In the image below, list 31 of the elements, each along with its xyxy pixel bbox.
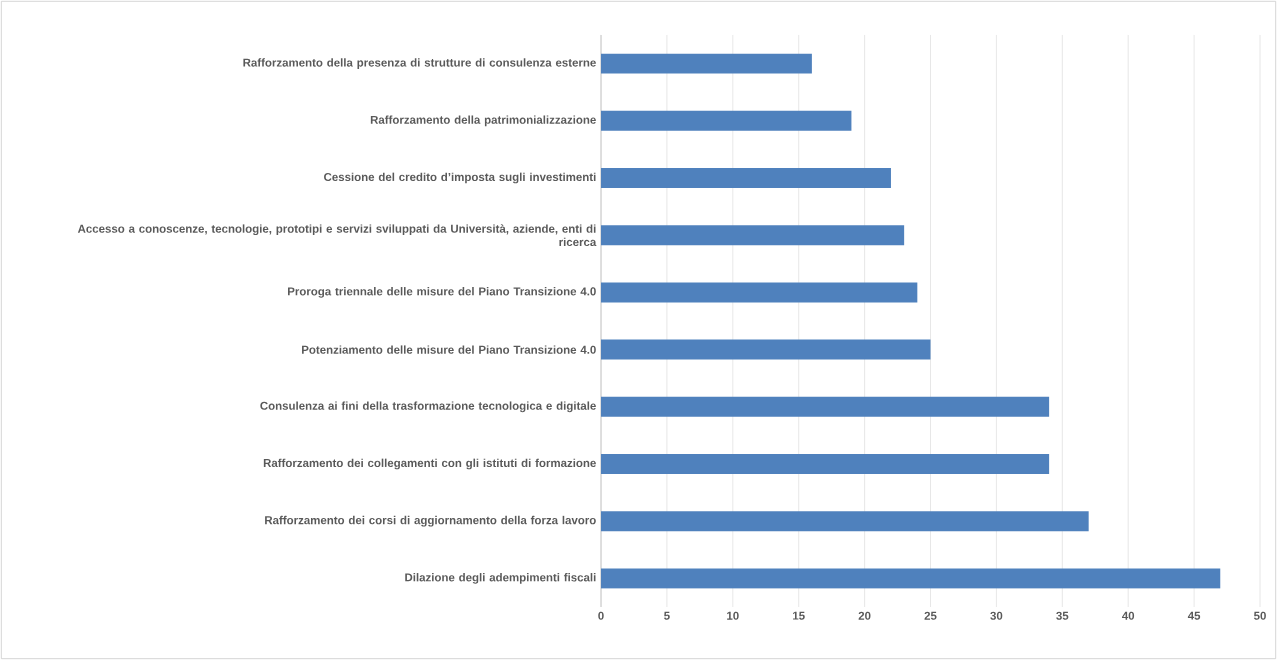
x-tick-label: 45 (1187, 611, 1201, 620)
y-tick-label: Cessione del credito d’imposta sugli investimenti (324, 172, 596, 184)
bar (601, 53, 812, 74)
x-tick-label: 50 (1253, 611, 1266, 620)
bar (601, 339, 931, 360)
x-tick-label: 35 (1056, 611, 1069, 620)
x-tick-label: 0 (598, 611, 604, 620)
x-tick-label: 25 (924, 611, 937, 620)
bar (601, 167, 891, 189)
bar (601, 282, 918, 303)
x-tick-label: 15 (793, 611, 805, 620)
y-tick-label: Accesso a conoscenze, tecnologie, prototipi e servizi sviluppati da Università, aziende, enti di ricerca (77, 224, 597, 247)
x-tick-label: 5 (664, 611, 670, 620)
bar (601, 568, 1221, 589)
bar (601, 511, 1089, 532)
bar (601, 225, 905, 246)
y-tick-label: Proroga triennale delle misure del Piano Transizione 4.0 (288, 287, 596, 298)
y-tick-label: Rafforzamento della presenza di strutture di consulenza esterne (243, 58, 596, 69)
bar (601, 396, 1050, 417)
bar (601, 110, 852, 131)
y-tick-label: Rafforzamento della patrimonializzazione (370, 115, 596, 127)
y-tick-label: Dilazione degli adempimenti fiscali (405, 573, 596, 584)
x-tick-label: 10 (727, 611, 739, 620)
y-tick-label: Rafforzamento dei corsi di aggiornamento della forza lavoro (265, 515, 596, 527)
y-tick-label: Consulenza ai fini della trasformazione tecnologica e digitale (260, 401, 596, 413)
x-tick-label: 40 (1122, 611, 1135, 620)
y-tick-label: Rafforzamento dei collegamenti con gli istituti di formazione (263, 458, 596, 470)
y-tick-label: Potenziamento delle misure del Piano Transizione 4.0 (302, 345, 596, 354)
x-tick-label: 20 (858, 611, 871, 620)
x-tick-label: 30 (990, 611, 1003, 620)
bar (601, 453, 1050, 475)
